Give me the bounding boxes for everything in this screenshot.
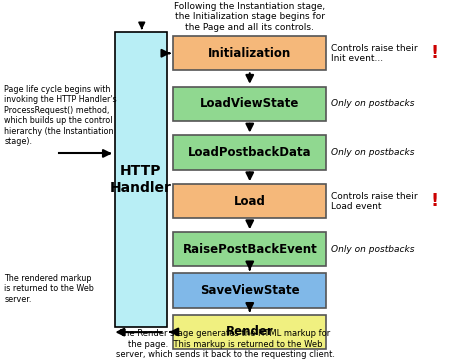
Text: Only on postbacks: Only on postbacks <box>331 100 414 108</box>
Text: !: ! <box>430 44 438 62</box>
Text: Initialization: Initialization <box>208 47 292 60</box>
Text: !: ! <box>430 192 438 210</box>
Text: Only on postbacks: Only on postbacks <box>331 245 414 254</box>
Text: LoadViewState: LoadViewState <box>200 97 299 110</box>
Text: Render: Render <box>226 325 274 339</box>
Text: Controls raise their
Init event...: Controls raise their Init event... <box>331 44 418 63</box>
Text: LoadPostbackData: LoadPostbackData <box>188 146 311 159</box>
FancyBboxPatch shape <box>173 315 326 349</box>
FancyBboxPatch shape <box>173 273 326 308</box>
Text: Page life cycle begins with
invoking the HTTP Handler's
ProcessRequest() method,: Page life cycle begins with invoking the… <box>4 85 117 146</box>
FancyBboxPatch shape <box>173 184 326 218</box>
Text: The rendered markup
is returned to the Web
server.: The rendered markup is returned to the W… <box>4 274 94 304</box>
Text: SaveViewState: SaveViewState <box>200 284 300 297</box>
FancyBboxPatch shape <box>115 32 166 327</box>
Text: HTTP
Handler: HTTP Handler <box>110 165 171 195</box>
Text: Controls raise their
Load event: Controls raise their Load event <box>331 192 418 211</box>
Text: Load: Load <box>234 195 266 208</box>
FancyBboxPatch shape <box>173 87 326 121</box>
FancyBboxPatch shape <box>173 135 326 170</box>
FancyBboxPatch shape <box>173 232 326 266</box>
Text: The Render stage generates the HTML markup for
the page.  This markup is returne: The Render stage generates the HTML mark… <box>116 329 334 359</box>
Text: Only on postbacks: Only on postbacks <box>331 148 414 157</box>
Text: RaisePostBackEvent: RaisePostBackEvent <box>182 243 317 256</box>
Text: Following the Instantiation stage,
the Initialization stage begins for
the Page : Following the Instantiation stage, the I… <box>174 2 325 32</box>
FancyBboxPatch shape <box>173 36 326 70</box>
